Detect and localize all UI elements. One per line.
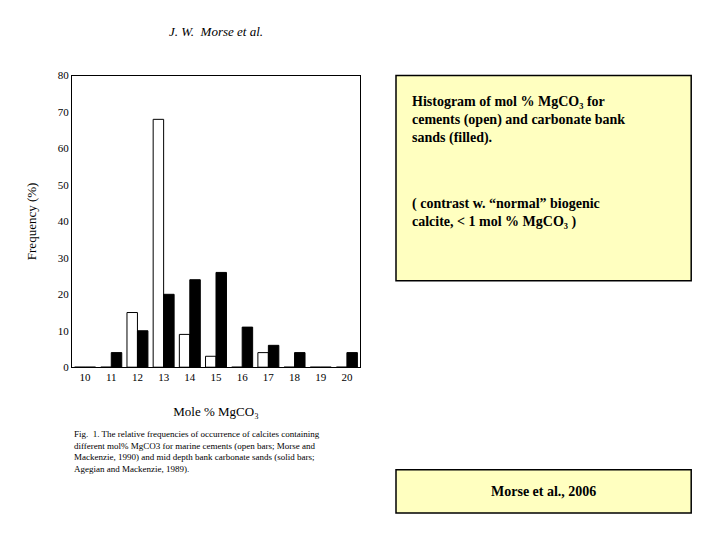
svg-text:18: 18 bbox=[289, 371, 301, 383]
svg-text:Frequency (%): Frequency (%) bbox=[24, 183, 39, 261]
svg-text:0: 0 bbox=[63, 361, 69, 373]
svg-text:19: 19 bbox=[315, 371, 327, 383]
svg-text:13: 13 bbox=[158, 371, 170, 383]
svg-text:15: 15 bbox=[211, 371, 223, 383]
svg-text:50: 50 bbox=[58, 179, 70, 191]
svg-text:16: 16 bbox=[237, 371, 249, 383]
svg-text:11: 11 bbox=[106, 371, 117, 383]
svg-text:30: 30 bbox=[58, 252, 70, 264]
svg-text:12: 12 bbox=[132, 371, 143, 383]
svg-text:14: 14 bbox=[184, 371, 196, 383]
svg-text:60: 60 bbox=[58, 142, 70, 154]
svg-text:17: 17 bbox=[263, 371, 275, 383]
svg-text:80: 80 bbox=[58, 69, 70, 81]
svg-text:10: 10 bbox=[80, 371, 92, 383]
svg-text:Histogram of mol % MgCO₃ force: Histogram of mol % MgCO₃ forcements (ope… bbox=[412, 94, 625, 146]
svg-text:J. W. Morse et al.: J. W. Morse et al. bbox=[169, 24, 263, 39]
svg-text:20: 20 bbox=[58, 288, 70, 300]
svg-text:Morse et al., 2006: Morse et al., 2006 bbox=[491, 484, 596, 499]
svg-text:70: 70 bbox=[58, 106, 70, 118]
svg-text:( contrast w. “normal” biogeni: ( contrast w. “normal” biogeniccalcite, … bbox=[412, 196, 600, 230]
svg-text:Mole % MgCO₃: Mole % MgCO₃ bbox=[173, 404, 258, 419]
svg-text:Fig. 1. The relative frequenc: Fig. 1. The relative frequencies of occu… bbox=[74, 429, 320, 474]
svg-text:20: 20 bbox=[341, 371, 353, 383]
svg-text:10: 10 bbox=[58, 325, 70, 337]
svg-text:40: 40 bbox=[58, 215, 70, 227]
